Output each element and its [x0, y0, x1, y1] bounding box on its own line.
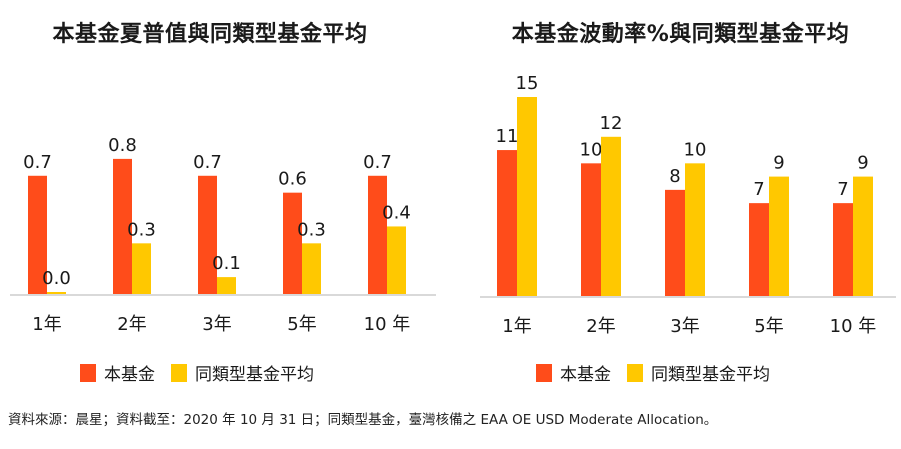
- data-label-peer: 9: [773, 153, 784, 174]
- data-label-fund: 0.8: [108, 135, 137, 156]
- legend-item-peer: 同類型基金平均: [171, 360, 314, 385]
- bar-fund: [283, 192, 302, 294]
- legend-swatch-fund: [80, 363, 96, 382]
- chart-legend: 本基金 同類型基金平均: [536, 360, 770, 385]
- legend-label-peer: 同類型基金平均: [195, 365, 314, 385]
- data-label-peer: 15: [516, 73, 539, 94]
- x-tick-label: 2年: [586, 316, 615, 337]
- x-tick-label: 3年: [670, 316, 699, 337]
- legend-swatch-fund: [536, 363, 552, 382]
- legend-label-fund: 本基金: [104, 365, 155, 385]
- bar-peer: [387, 226, 406, 294]
- data-label-fund: 0.7: [193, 152, 222, 173]
- bar-peer: [769, 176, 789, 296]
- chart-title: 本基金夏普值與同類型基金平均: [52, 22, 368, 47]
- data-label-peer: 9: [857, 153, 868, 174]
- bar-fund: [581, 163, 601, 296]
- data-label-fund: 11: [496, 126, 519, 147]
- data-label-fund: 0.6: [278, 169, 307, 190]
- chart-title: 本基金波動率%與同類型基金平均: [511, 22, 850, 47]
- data-label-peer: 12: [600, 113, 623, 134]
- data-label-peer: 0.1: [212, 253, 241, 274]
- x-tick-label: 5年: [287, 314, 316, 335]
- source-footnote: 資料來源：晨星；資料截至：2020 年 10 月 31 日；同類型基金，臺灣核備…: [8, 412, 718, 428]
- bar-peer: [132, 243, 151, 294]
- volatility-chart: 本基金波動率%與同類型基金平均 11 15 1年 10 12 2年 8 10 3年 7 9 5年 7 9 1…: [450, 0, 901, 400]
- sharpe-chart: 本基金夏普值與同類型基金平均 0.7 0.0 1年 0.8 0.3 2年 0.7 0.1 3年 0…: [0, 0, 450, 400]
- legend-label-peer: 同類型基金平均: [651, 365, 770, 385]
- data-label-fund: 8: [669, 166, 680, 187]
- bar-peer: [601, 136, 621, 296]
- sharpe-chart-plot: 0.7 0.0 1年 0.8 0.3 2年 0.7 0.1 3年 0.6 0.3 5年 0.7 0.4 10…: [10, 135, 436, 335]
- bar-peer: [853, 176, 873, 296]
- bar-peer: [47, 292, 66, 294]
- data-label-fund: 7: [837, 179, 848, 200]
- legend-item-fund: 本基金: [536, 360, 611, 385]
- data-label-peer: 10: [684, 139, 707, 160]
- x-tick-label: 2年: [117, 314, 146, 335]
- bar-fund: [368, 175, 387, 294]
- bar-fund: [665, 189, 685, 296]
- x-tick-label: 1年: [502, 316, 531, 337]
- chart-legend: 本基金 同類型基金平均: [80, 360, 314, 385]
- legend-swatch-peer: [627, 363, 643, 382]
- data-label-fund: 7: [753, 179, 764, 200]
- x-tick-label: 10 年: [830, 316, 877, 337]
- x-tick-label: 5年: [754, 316, 783, 337]
- data-label-fund: 0.7: [23, 152, 52, 173]
- bar-peer: [685, 163, 705, 296]
- data-label-fund: 10: [580, 139, 603, 160]
- legend-item-peer: 同類型基金平均: [627, 360, 770, 385]
- legend-label-fund: 本基金: [560, 365, 611, 385]
- bar-fund: [833, 203, 853, 296]
- bar-fund: [749, 203, 769, 296]
- bar-peer: [217, 277, 236, 294]
- legend-swatch-peer: [171, 363, 187, 382]
- data-label-fund: 0.7: [363, 152, 392, 173]
- bar-fund: [28, 175, 47, 294]
- x-tick-label: 3年: [202, 314, 231, 335]
- data-label-peer: 0.3: [127, 219, 156, 240]
- bar-fund: [198, 175, 217, 294]
- legend-item-fund: 本基金: [80, 360, 155, 385]
- bar-fund: [497, 150, 517, 296]
- data-label-peer: 0.0: [42, 268, 71, 289]
- bar-peer: [302, 243, 321, 294]
- bar-fund: [113, 158, 132, 294]
- data-label-peer: 0.3: [297, 219, 326, 240]
- data-label-peer: 0.4: [382, 202, 411, 223]
- bar-peer: [517, 97, 537, 296]
- x-tick-label: 10 年: [364, 314, 411, 335]
- x-tick-label: 1年: [32, 314, 61, 335]
